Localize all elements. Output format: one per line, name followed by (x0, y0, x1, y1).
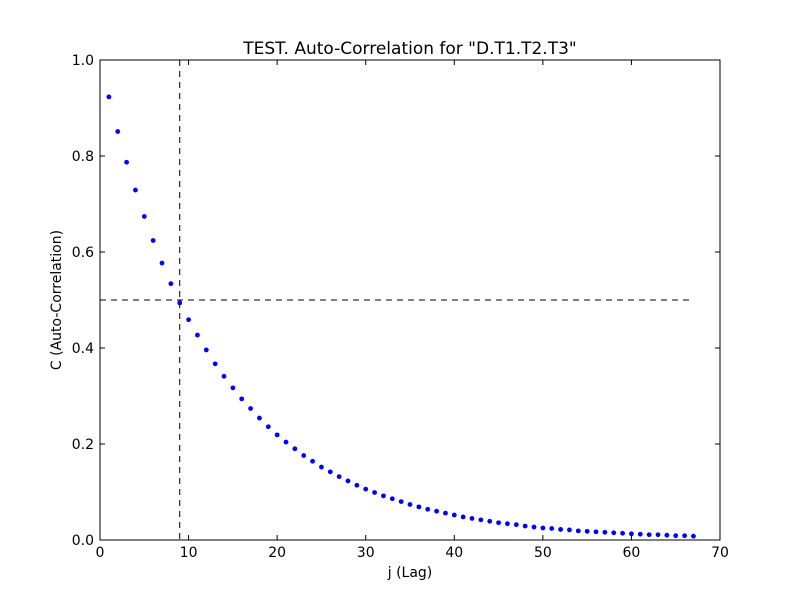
data-point (265, 424, 271, 430)
data-point (469, 516, 475, 521)
data-point (203, 347, 209, 353)
x-tick-label: 10 (180, 545, 198, 561)
data-point (381, 493, 386, 499)
data-point (549, 526, 555, 531)
data-point (655, 532, 661, 538)
data-point (124, 159, 129, 165)
x-tick-label: 30 (357, 545, 375, 561)
data-point (389, 496, 395, 502)
x-axis-label: j (Lag) (387, 565, 433, 581)
data-point (451, 512, 457, 518)
data-point (513, 522, 519, 528)
data-point (664, 532, 670, 538)
y-tick-label: 0.6 (72, 245, 94, 261)
data-point (407, 502, 413, 507)
data-point (611, 530, 617, 536)
data-point (141, 214, 147, 219)
data-point (558, 527, 563, 532)
x-tick-label: 60 (623, 545, 641, 561)
data-point (221, 373, 227, 379)
y-tick-label: 0.8 (72, 149, 94, 165)
data-point (292, 446, 298, 452)
data-point (150, 238, 156, 243)
data-point (646, 532, 652, 538)
y-tick-label: 0.4 (72, 341, 94, 357)
data-point (168, 281, 174, 287)
plot-marks: 0 10 20 30 40 50 60 70 0.0 0.2 0.4 0.6 0.8 1.0 (72, 53, 729, 561)
data-point (336, 474, 342, 480)
data-point (177, 300, 183, 306)
data-point (248, 406, 253, 411)
data-point (567, 527, 572, 533)
data-point (301, 453, 307, 458)
data-point (274, 432, 280, 438)
data-point (496, 520, 501, 526)
data-point (106, 94, 112, 100)
data-point (602, 529, 608, 535)
data-point (115, 129, 121, 134)
data-point (637, 531, 643, 537)
data-point (682, 533, 687, 539)
data-point (443, 510, 448, 516)
data-point (319, 464, 324, 470)
data-point (505, 521, 510, 527)
data-point (354, 482, 360, 488)
x-tick-label: 20 (268, 545, 286, 561)
data-point (540, 525, 546, 531)
data-point (629, 531, 634, 537)
data-point (363, 486, 369, 492)
data-point (673, 533, 679, 539)
data-point (327, 469, 333, 475)
data-point (133, 187, 138, 193)
x-tick-label: 50 (534, 545, 552, 561)
data-point (257, 415, 262, 421)
y-axis-label: C (Auto-Correlation) (49, 230, 65, 370)
data-point (425, 506, 431, 512)
chart-title: TEST. Auto-Correlation for "D.T1.T2.T3" (242, 39, 576, 59)
data-point (345, 478, 351, 484)
data-point (460, 514, 466, 520)
data-point (398, 499, 404, 504)
data-point (310, 458, 315, 464)
data-point (416, 504, 422, 510)
data-point (620, 530, 625, 536)
data-point (478, 517, 484, 523)
data-point (372, 490, 377, 495)
data-point (212, 361, 218, 367)
x-tick-label: 70 (711, 545, 729, 561)
plot-frame (99, 59, 721, 541)
data-point (487, 518, 493, 524)
data-point (239, 396, 245, 402)
data-point (230, 385, 236, 391)
data-point (159, 260, 165, 266)
y-tick-label: 1.0 (72, 53, 94, 69)
data-point (522, 523, 528, 529)
y-tick-label: 0.2 (72, 437, 94, 453)
data-point (195, 332, 200, 338)
x-tick-label: 0 (96, 545, 105, 561)
data-point (584, 528, 590, 534)
data-point (434, 508, 439, 514)
data-point (691, 533, 696, 539)
data-point (593, 529, 599, 535)
data-point (186, 317, 191, 323)
data-point (283, 439, 289, 445)
x-tick-label: 40 (445, 545, 463, 561)
data-point (575, 528, 581, 534)
y-tick-label: 0.0 (72, 533, 94, 549)
data-point (531, 524, 537, 530)
